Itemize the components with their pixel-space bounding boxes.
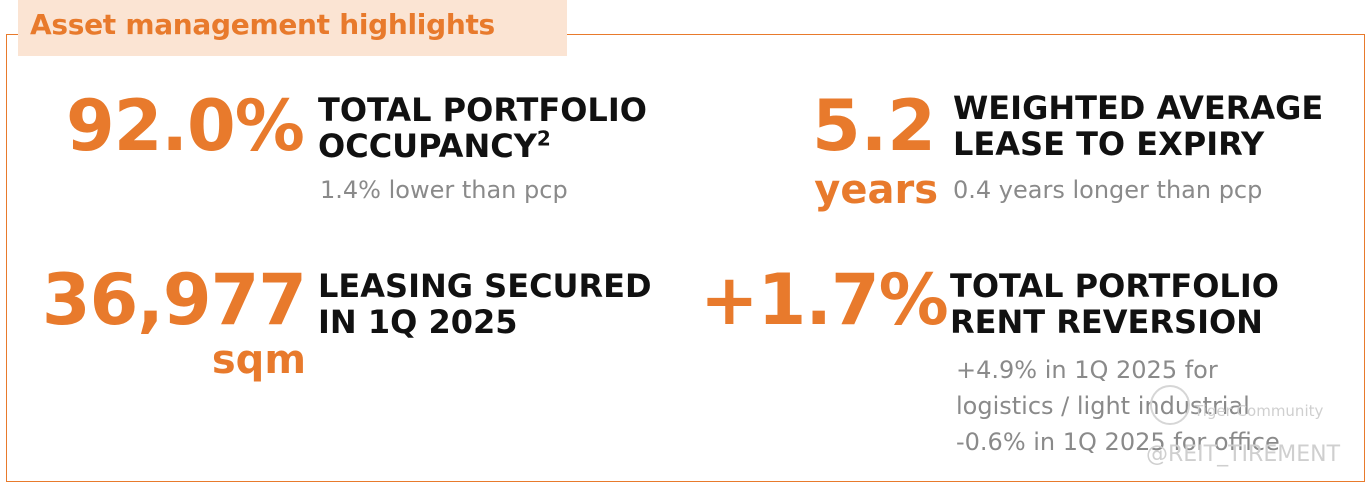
reversion-heading: TOTAL PORTFOLIO RENT REVERSION <box>950 268 1279 340</box>
reversion-note-line3: -0.6% in 1Q 2025 for office <box>956 428 1280 456</box>
occupancy-heading-text: OCCUPANCY <box>318 127 537 165</box>
occupancy-heading-line2: OCCUPANCY2 <box>318 128 647 164</box>
occupancy-note: 1.4% lower than pcp <box>320 176 568 204</box>
title-banner <box>18 0 567 56</box>
reversion-value: +1.7% <box>700 259 949 341</box>
watermark-brand: Tiger Community <box>1194 402 1324 420</box>
wale-heading: WEIGHTED AVERAGE LEASE TO EXPIRY <box>953 90 1323 162</box>
highlights-frame <box>6 34 1365 482</box>
reversion-heading-line1: TOTAL PORTFOLIO <box>950 267 1279 305</box>
occupancy-heading: TOTAL PORTFOLIO OCCUPANCY2 <box>318 92 647 164</box>
wale-heading-line1: WEIGHTED AVERAGE <box>953 89 1324 127</box>
page-title: Asset management highlights <box>30 8 495 41</box>
leasing-heading-line1: LEASING SECURED <box>318 267 652 305</box>
wale-value: 5.2 <box>811 85 936 167</box>
watermark-handle: @REIT_TIREMENT <box>1146 442 1341 467</box>
occupancy-heading-line1: TOTAL PORTFOLIO <box>318 91 647 129</box>
reversion-note-line2: logistics / light industrial <box>956 392 1250 420</box>
leasing-heading-line2: IN 1Q 2025 <box>318 303 518 341</box>
wale-note: 0.4 years longer than pcp <box>953 176 1263 204</box>
occupancy-value: 92.0% <box>66 85 305 167</box>
leasing-value: 36,977 <box>41 259 307 341</box>
leasing-heading: LEASING SECURED IN 1Q 2025 <box>318 268 652 340</box>
watermark-logo-icon <box>1150 385 1190 425</box>
reversion-note-line1: +4.9% in 1Q 2025 for <box>956 356 1218 384</box>
reversion-heading-line2: RENT REVERSION <box>950 303 1263 341</box>
leasing-unit: sqm <box>211 337 306 383</box>
reversion-note: +4.9% in 1Q 2025 for logistics / light i… <box>956 352 1280 460</box>
wale-unit: years <box>814 167 938 213</box>
footnote-marker: 2 <box>536 126 551 151</box>
wale-heading-line2: LEASE TO EXPIRY <box>953 125 1265 163</box>
